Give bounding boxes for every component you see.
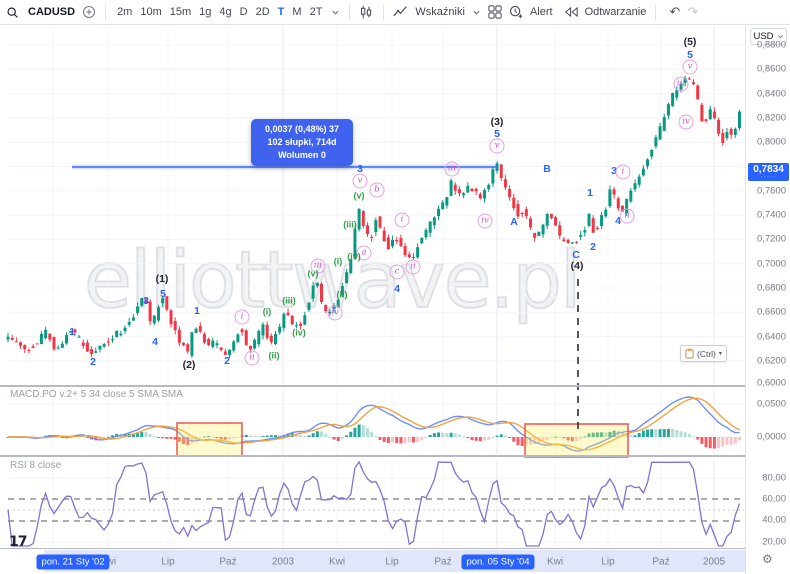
axis-price-label: 0,6600 <box>756 306 786 318</box>
currency-dropdown-icon <box>777 35 783 39</box>
axis-time-label: Lip <box>601 556 615 567</box>
currency-selector[interactable]: USD <box>750 28 787 45</box>
measure-date-badge: pon. 05 Sty '04 <box>461 554 535 569</box>
axis-time-label: Paź <box>652 556 670 567</box>
toolbar-separator <box>105 4 107 20</box>
time-scale-selection <box>44 550 745 572</box>
axis-price-label: 20,00 <box>762 536 786 548</box>
macd-indicator-label[interactable]: MACD.PO v.2+ 5 34 close 5 SMA SMA <box>10 389 183 400</box>
timeframe-10m[interactable]: 10m <box>140 6 162 18</box>
measure-tooltip: 0,0037 (0,48%) 37 102 słupki, 714d Wolum… <box>251 119 353 167</box>
rsi-indicator-label[interactable]: RSI 8 close <box>10 460 62 471</box>
axis-price-label: 0,7200 <box>756 233 786 245</box>
paste-button-label: (Ctrl) <box>697 348 716 359</box>
axis-time-label: Lip <box>385 556 399 567</box>
alert-clock-icon[interactable] <box>509 5 523 19</box>
timeframe-D[interactable]: D <box>239 6 248 18</box>
timeframe-2D[interactable]: 2D <box>255 6 270 18</box>
tradingview-logo[interactable]: 17 <box>9 534 28 550</box>
search-icon[interactable] <box>6 6 19 19</box>
undo-button[interactable]: ↶ <box>669 4 681 19</box>
clipboard-icon <box>685 348 694 359</box>
axis-time-label: Kwi <box>546 556 564 567</box>
measure-volume: Wolumen 0 <box>278 150 326 161</box>
measure-change: 0,0037 (0,48%) 37 <box>264 124 340 134</box>
axis-time-label: 2005 <box>702 556 726 567</box>
axis-price-label: 0,6800 <box>756 282 786 294</box>
timeframe-15m[interactable]: 15m <box>169 6 192 18</box>
axis-price-label: 0,0500 <box>756 398 786 410</box>
axis-time-label: Lip <box>161 556 175 567</box>
current-price-subtext: ····· <box>760 174 777 180</box>
symbol-name[interactable]: CADUSD <box>28 6 76 18</box>
price-scale[interactable]: USD 0,7834 ····· 0,8800 0,8600 0,8400 0,820… <box>745 24 790 574</box>
indicators-button[interactable]: Wskaźniki <box>415 6 465 18</box>
timeframe-dropdown-icon[interactable] <box>331 8 340 17</box>
layout-grid-icon[interactable] <box>488 5 502 19</box>
timeframe-1g[interactable]: 1g <box>199 6 212 18</box>
replay-icon[interactable] <box>564 6 578 18</box>
settings-gear-icon[interactable]: ⚙ <box>762 552 773 566</box>
timeframe-4g[interactable]: 4g <box>219 6 232 18</box>
toolbar-separator <box>655 4 657 20</box>
pane-divider-macd[interactable] <box>0 385 790 387</box>
compare-add-icon[interactable] <box>82 5 96 19</box>
axis-price-label: 0,7600 <box>756 185 786 197</box>
timeframe-T[interactable]: T <box>277 6 285 18</box>
axis-time-label: Paź <box>434 556 452 567</box>
pane-divider-rsi[interactable] <box>0 455 790 457</box>
axis-price-label: 40,00 <box>762 514 786 526</box>
axis-price-label: 0,6400 <box>756 331 786 343</box>
axis-price-label: 80,00 <box>762 472 786 484</box>
current-price-badge: 0,7834 ····· <box>748 163 789 181</box>
toolbar-separator <box>349 4 351 20</box>
axis-price-label: 0,6200 <box>756 355 786 367</box>
paste-button[interactable]: (Ctrl) ▾ <box>680 345 727 362</box>
axis-time-label: Kwi <box>328 556 346 567</box>
redo-button[interactable]: ↷ <box>687 4 699 19</box>
measure-date-badge: pon. 21 Sty '02 <box>36 554 110 569</box>
axis-price-label: 0,8800 <box>756 39 786 51</box>
time-axis-border <box>0 548 790 549</box>
axis-time-label: Paź <box>219 556 237 567</box>
axis-price-label: 60,00 <box>762 493 786 505</box>
alert-button[interactable]: Alert <box>529 6 553 18</box>
replay-button[interactable]: Odtwarzanie <box>584 6 647 18</box>
timeframe-2T[interactable]: 2T <box>309 6 323 18</box>
axis-time-label: 2003 <box>271 556 295 567</box>
axis-price-label: 0,0000 <box>756 431 786 443</box>
time-scale[interactable]: KwiLipPaź2003KwiLipPaźKwiLipPaź2005pon. … <box>0 549 745 574</box>
axis-price-label: 0,8200 <box>756 112 786 124</box>
axis-price-label: 0,8600 <box>756 63 786 75</box>
currency-label: USD <box>753 31 774 42</box>
indicators-dropdown-icon[interactable] <box>472 8 481 17</box>
axis-price-label: 0,7400 <box>756 209 786 221</box>
timeframe-M[interactable]: M <box>292 6 302 18</box>
top-toolbar: CADUSD 2m 10m 15m 1g 4g D 2D T M 2T Wskaźniki A <box>0 0 790 25</box>
timeframe-2m[interactable]: 2m <box>117 6 133 18</box>
paste-caret-icon: ▾ <box>718 351 722 357</box>
toolbar-separator <box>383 4 385 20</box>
indicators-icon[interactable] <box>393 5 408 20</box>
axis-price-label: 0,7000 <box>756 258 786 270</box>
timeframe-group: 2m 10m 15m 1g 4g D 2D T M 2T <box>115 6 324 18</box>
current-price-value: 0,7834 <box>753 164 784 175</box>
axis-price-label: 0,8400 <box>756 88 786 100</box>
measure-bars-count: 102 słupki, 714d <box>267 137 337 148</box>
chart-style-candles-icon[interactable] <box>359 5 374 20</box>
axis-price-label: 0,6000 <box>756 377 786 389</box>
axis-price-label: 0,8000 <box>756 136 786 148</box>
